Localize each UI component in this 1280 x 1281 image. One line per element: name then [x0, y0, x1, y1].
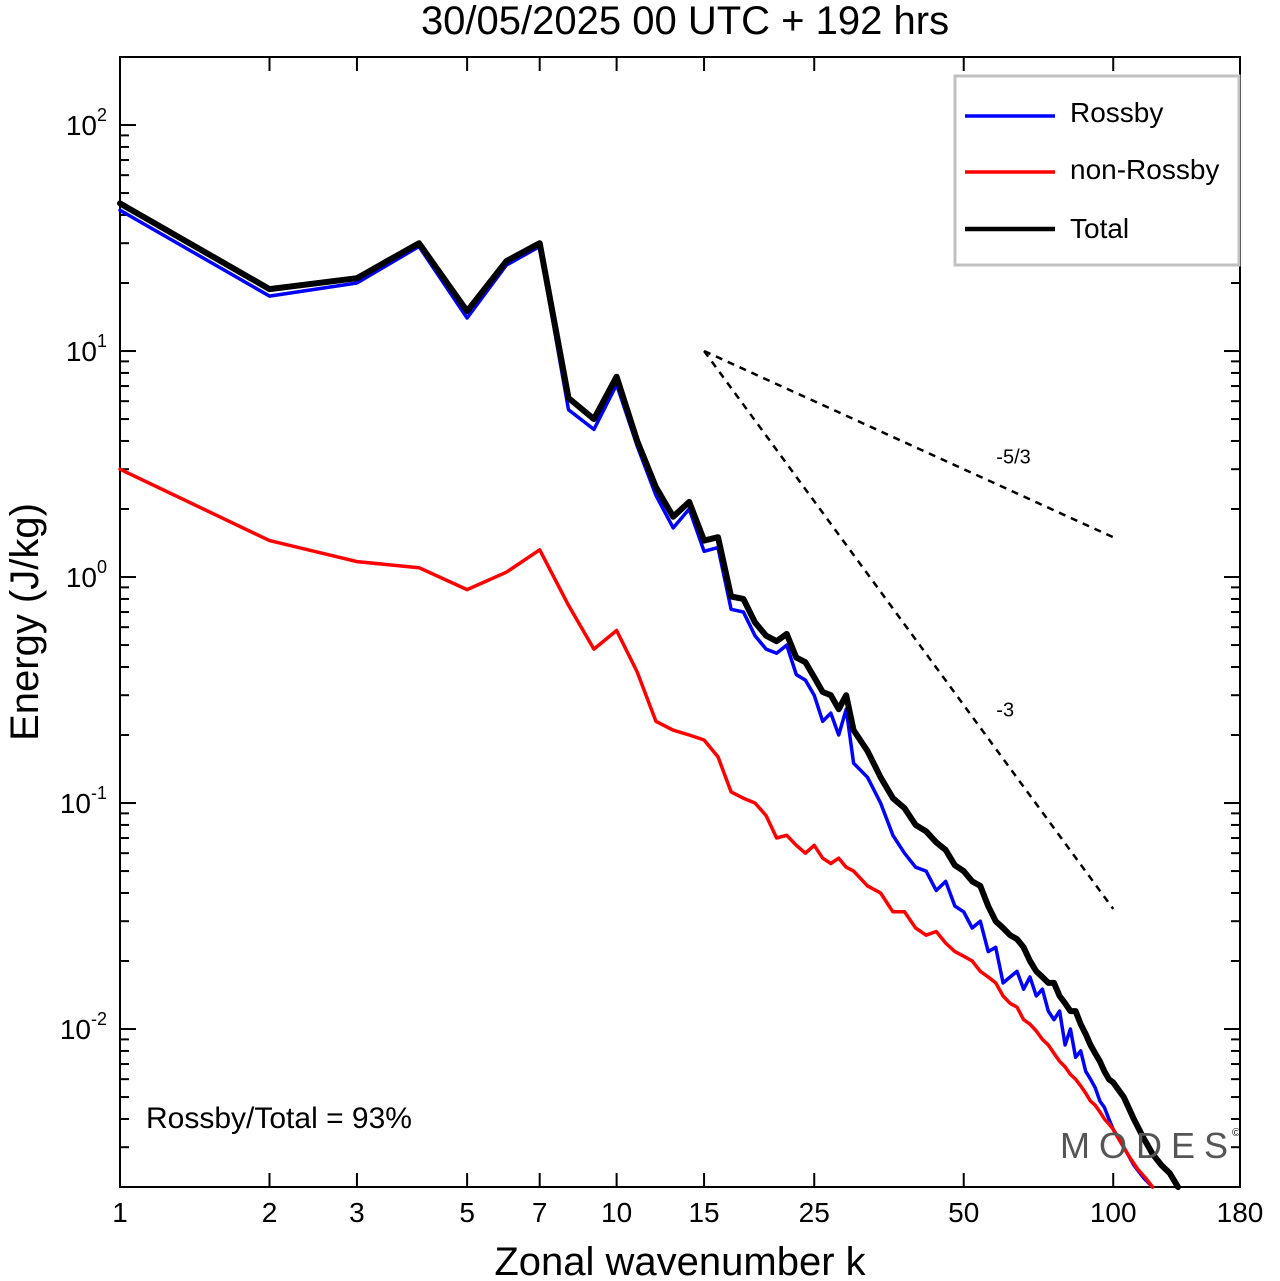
reference-label-0: -5/3	[996, 447, 1030, 469]
modes-watermark: MODES	[1060, 1125, 1237, 1166]
x-tick-label-1: 1	[112, 1197, 128, 1228]
x-tick-label-2: 2	[262, 1197, 278, 1228]
legend-label-non-rossby: non-Rossby	[1070, 154, 1219, 185]
legend-label-total: Total	[1070, 213, 1129, 244]
legend: Rossby non-Rossby Total	[953, 74, 1241, 267]
chart-title: 30/05/2025 00 UTC + 192 hrs	[421, 0, 949, 43]
reference-line-0	[703, 349, 1114, 539]
y-tick-label: 101	[66, 331, 107, 367]
plot-frame	[119, 56, 1241, 1188]
x-tick-label-5: 5	[459, 1197, 475, 1228]
y-tick-label: 102	[66, 105, 107, 141]
series-line-non-rossby	[118, 467, 1155, 1189]
x-tick-label-100: 100	[1090, 1197, 1137, 1228]
rossby-ratio-annotation: Rossby/Total = 93%	[146, 1102, 412, 1135]
reference-label-1: -3	[996, 699, 1014, 721]
x-tick-label-180: 180	[1217, 1197, 1264, 1228]
x-tick-label-3: 3	[349, 1197, 365, 1228]
y-tick-label: 100	[66, 557, 107, 593]
series-line-rossby	[118, 208, 1155, 1189]
plot-area: -5/3 -3	[117, 56, 1241, 1190]
copyright-icon: ©	[1232, 1127, 1240, 1139]
y-axis-label: Energy (J/kg)	[3, 503, 47, 741]
x-tick-label-15: 15	[688, 1197, 719, 1228]
series-line-total	[117, 200, 1181, 1190]
reference-line-1	[703, 350, 1115, 910]
x-axis-label: Zonal wavenumber k	[494, 1240, 866, 1281]
y-tick-label: 10-2	[60, 1009, 107, 1045]
x-tick-label-10: 10	[601, 1197, 632, 1228]
legend-label-rossby: Rossby	[1070, 97, 1163, 128]
x-tick-label-7: 7	[532, 1197, 548, 1228]
reference-slopes: -5/3 -3	[703, 349, 1115, 910]
data-series	[117, 200, 1181, 1190]
x-tick-label-50: 50	[948, 1197, 979, 1228]
x-tick-labels: 1 2 3 5 7 10 15 25 50 100 180	[112, 1197, 1263, 1228]
x-tick-label-25: 25	[799, 1197, 830, 1228]
y-tick-labels: 102 101 100 10-1 10-2	[60, 105, 107, 1045]
y-tick-label: 10-1	[60, 783, 107, 819]
